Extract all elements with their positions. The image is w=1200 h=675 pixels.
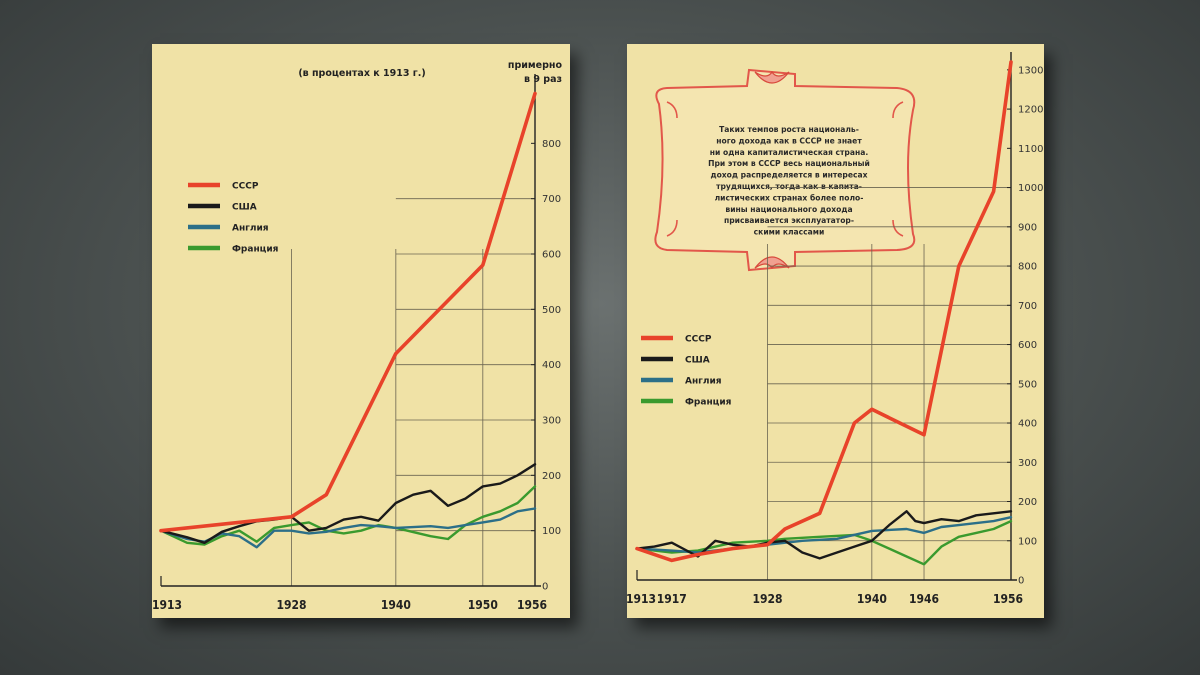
y-tick-label: 200 [542,471,561,482]
y-tick-label: 300 [1018,458,1037,469]
banner-ornament-top [754,70,790,84]
y-tick-label: 1200 [1018,105,1043,116]
note-line: Таких темпов роста националь- [719,125,859,134]
x-tick-label: 1928 [276,598,306,612]
x-tick-label: 1950 [468,598,498,612]
note-line: вины национального дохода [725,205,852,214]
y-tick-label: 500 [542,305,561,316]
legend-label: СССР [232,182,259,192]
series-line-1 [159,463,537,544]
y-tick-label: 100 [542,526,561,537]
y-tick-label: 600 [542,250,561,261]
x-tick-label: 1917 [657,592,687,606]
series-line-2 [159,507,537,549]
y-tick-label: 900 [1018,222,1037,233]
note-line: При этом в СССР весь национальный [708,159,870,168]
note-line: ного дохода как в СССР не знает [716,136,862,145]
legend-label: США [232,203,257,213]
banner-outline [654,68,916,272]
y-tick-label: 0 [1018,576,1024,587]
banner-curls [666,101,904,237]
x-tick-label: 1940 [381,598,411,612]
note-banner [654,68,916,272]
y-tick-label: 200 [1018,497,1037,508]
legend-label: СССР [685,335,712,345]
note-line: трудящихся, тогда как в капита- [716,182,862,191]
left-chart: (в процентах к 1913 г.) примерно в 9 раз 0 1… [152,60,563,612]
chart-title: (в процентах к 1913 г.) [298,68,425,79]
y-tick-label: 400 [542,360,561,371]
annotation-line: примерно [508,60,563,71]
legend-label: Англия [685,377,722,387]
banner-ornament-bottom [754,256,790,270]
legend-label: Франция [685,398,732,408]
y-tick-label: 800 [542,139,561,150]
legend-label: США [685,356,710,366]
right-chart: Таких темпов роста националь-ного дохода… [627,52,1043,606]
note-line: скими классами [754,228,825,237]
chart-panel-right: Таких темпов роста националь-ного дохода… [627,44,1044,618]
y-tick-label: 0 [542,582,548,593]
note-line: листических странах более поло- [715,193,864,202]
x-tick-label: 1928 [752,592,782,606]
annotation-line: в 9 раз [524,74,562,85]
y-tick-label: 100 [1018,536,1037,547]
series-line-0 [159,91,537,533]
y-tick-label: 800 [1018,262,1037,273]
x-tick-label: 1946 [909,592,939,606]
note-line: доход распределяется в интересах [710,171,867,180]
series-line-0 [635,60,1013,563]
chart-panel-left: (в процентах к 1913 г.) примерно в 9 раз 0 1… [152,44,570,618]
x-tick-label: 1940 [857,592,887,606]
series-line-2 [635,516,1013,554]
x-tick-label: 1956 [517,598,547,612]
x-tick-label: 1956 [993,592,1023,606]
y-tick-label: 1000 [1018,183,1043,194]
x-tick-label: 1913 [152,598,182,612]
y-tick-label: 500 [1018,379,1037,390]
x-tick-label: 1913 [627,592,656,606]
y-tick-label: 1100 [1018,144,1043,155]
y-tick-label: 600 [1018,340,1037,351]
series-line-1 [635,510,1013,560]
y-tick-label: 700 [1018,301,1037,312]
y-tick-label: 700 [542,194,561,205]
note-line: присваивается эксплуататор- [724,216,854,225]
y-tick-label: 300 [542,416,561,427]
y-tick-label: 400 [1018,419,1037,430]
y-tick-label: 1300 [1018,65,1043,76]
note-line: ни одна капиталистическая страна. [710,148,869,157]
legend-label: Франция [232,245,279,255]
legend-label: Англия [232,224,269,234]
